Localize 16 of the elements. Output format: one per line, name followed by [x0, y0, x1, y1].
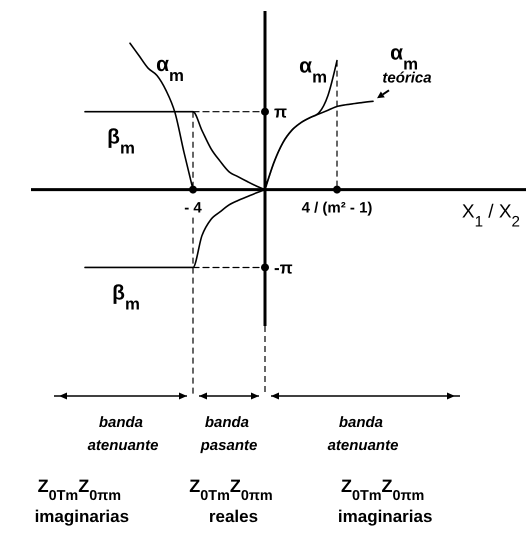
- series-label: α$_{m}$ teórica: [382, 41, 432, 86]
- text: Z$_{0Tm}$Z$_{0πm}$ imaginarias: [34, 476, 130, 526]
- series-label: β$_{m}$: [107, 126, 135, 158]
- y-tick-label: -π: [274, 258, 293, 277]
- series-label: α$_{m}$: [299, 54, 327, 86]
- x-axis-title: X$_{1}$ / X$_{2}$: [462, 202, 520, 230]
- x-tick-label: 4 / (m² - 1): [302, 200, 372, 217]
- y-tick-label: π: [274, 102, 288, 122]
- text: Z$_{0Tm}$Z$_{0πm}$ reales: [189, 476, 273, 526]
- text: banda atenuante: [328, 414, 398, 454]
- series-label: α$_{m}$: [156, 53, 184, 85]
- series-label: β$_{m}$: [112, 281, 140, 313]
- text: banda pasante: [200, 414, 258, 454]
- x-tick-label: - 4: [184, 200, 202, 217]
- text: banda atenuante: [88, 414, 158, 454]
- text: Z$_{0Tm}$Z$_{0πm}$ imaginarias: [338, 476, 432, 526]
